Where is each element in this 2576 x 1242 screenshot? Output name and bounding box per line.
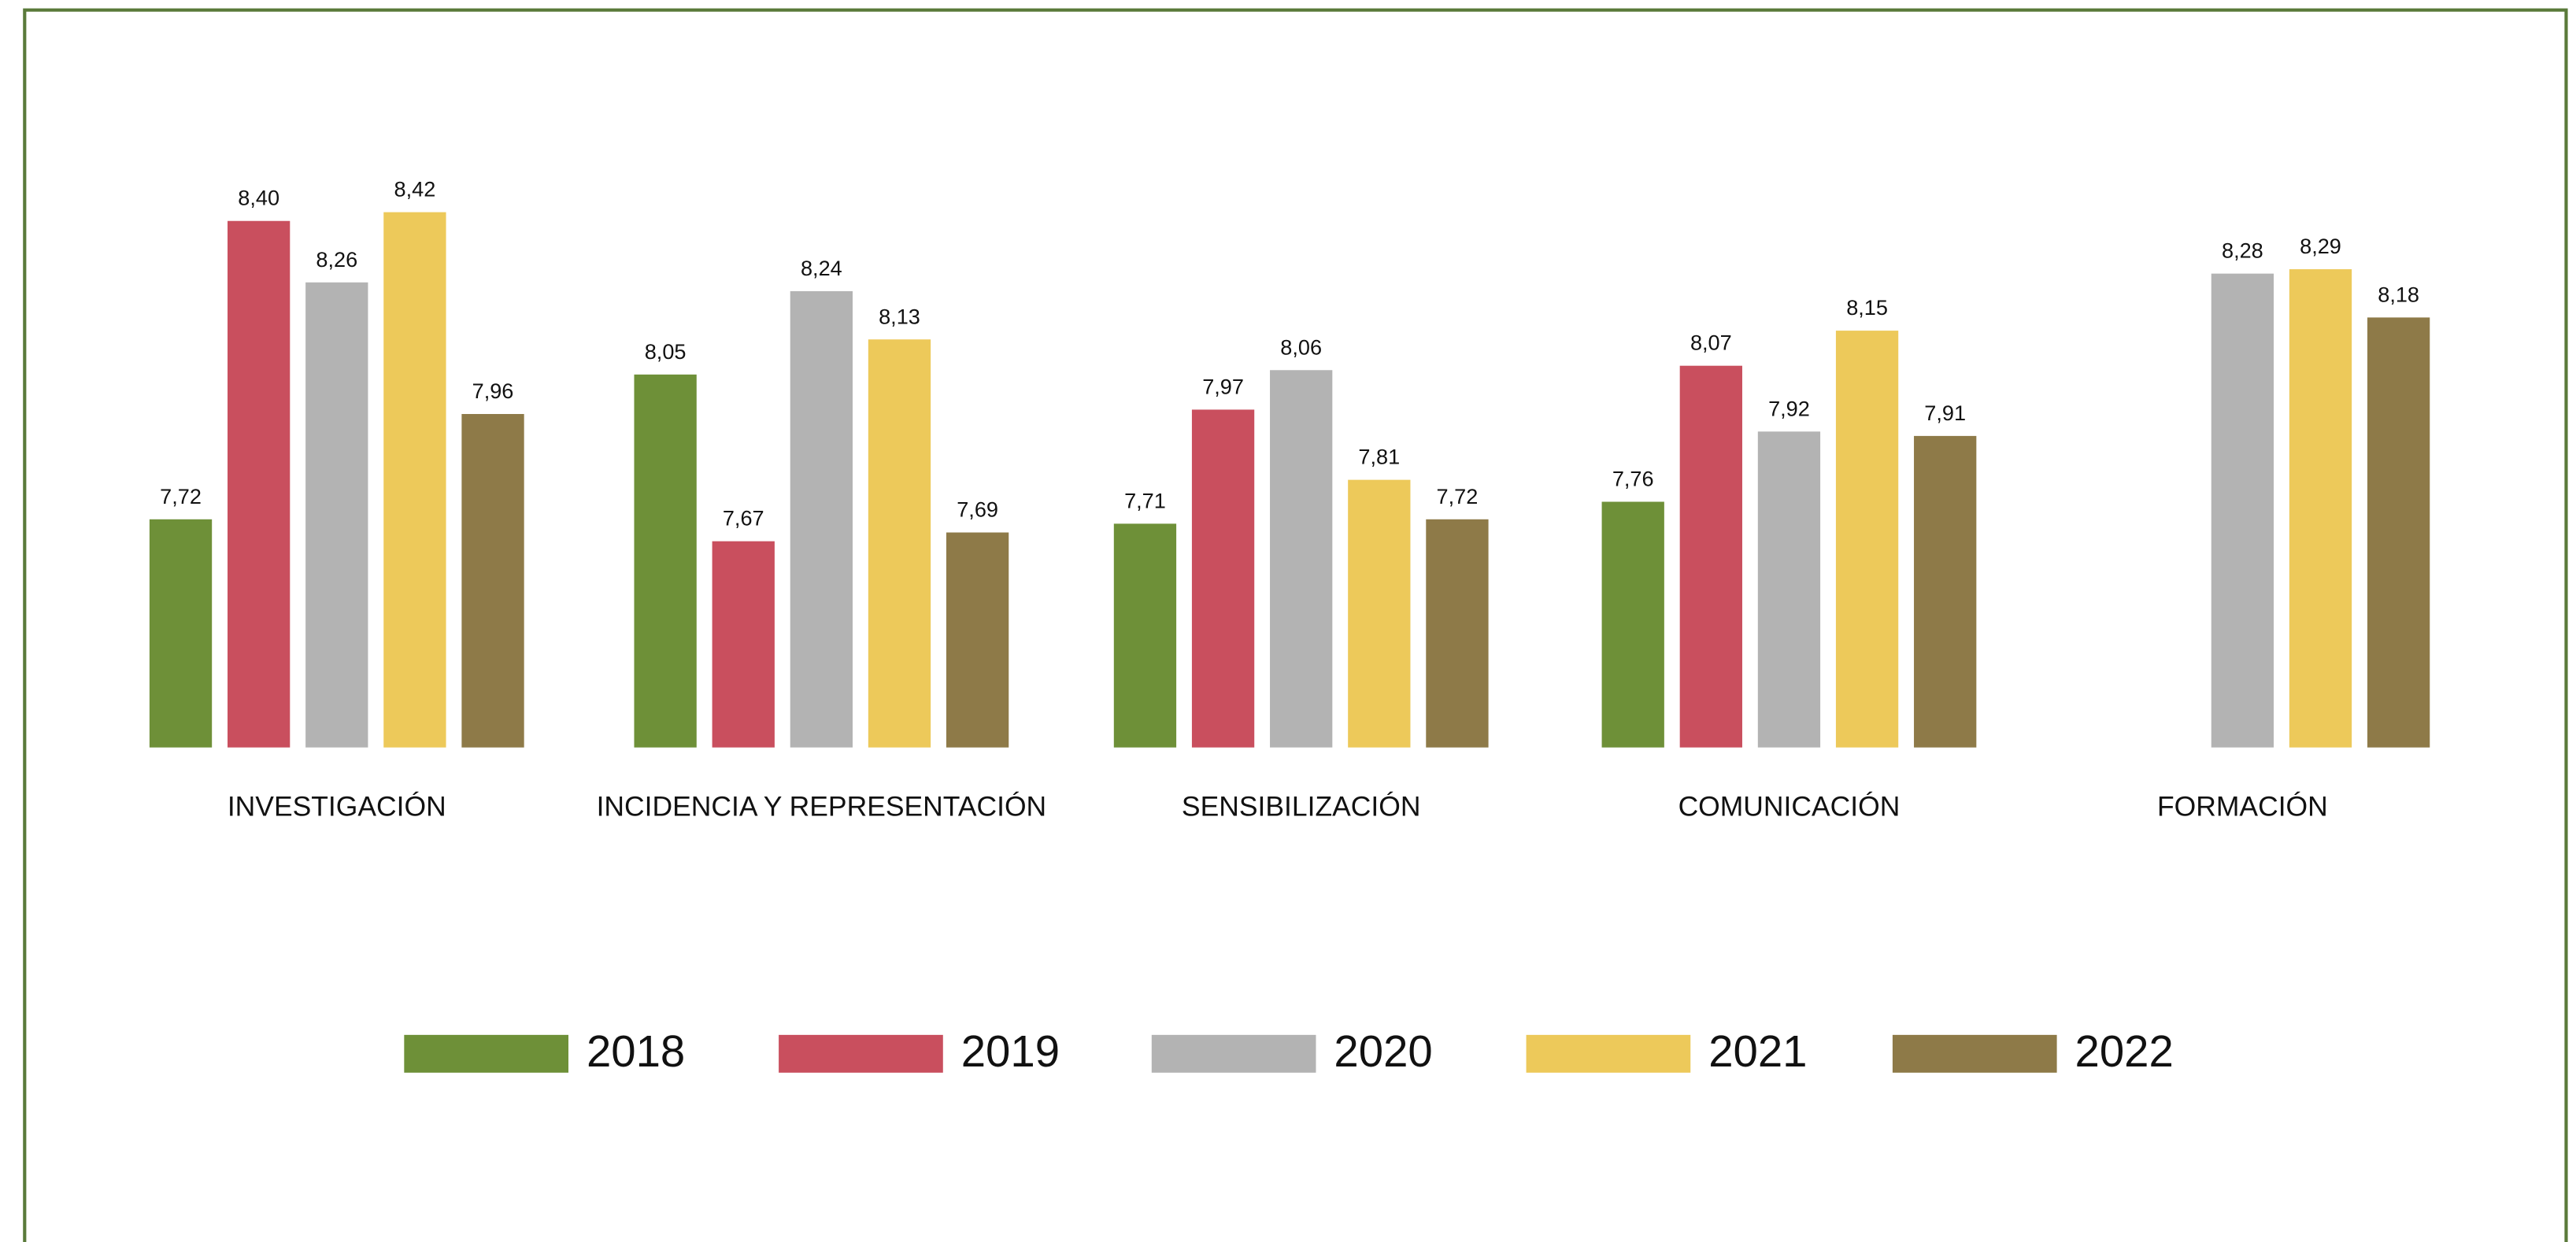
bar: [1757, 431, 1821, 748]
data-label: 7,72: [160, 484, 202, 508]
bar: [305, 282, 368, 748]
bar: [634, 374, 697, 748]
bar: [1191, 409, 1255, 748]
x-tick-label: FORMACIÓN: [2157, 790, 2328, 822]
data-label: 8,15: [1846, 295, 1888, 320]
data-label: 7,92: [1768, 396, 1810, 420]
data-label: 7,76: [1612, 467, 1654, 491]
bar: [1914, 435, 1977, 748]
x-tick-label: INCIDENCIA Y REPRESENTACIÓN: [597, 790, 1047, 822]
legend-swatch: [1892, 1034, 2057, 1073]
bar: [461, 414, 524, 748]
data-label: 8,26: [316, 247, 357, 272]
bar: [790, 290, 853, 748]
bar: [1113, 523, 1177, 748]
data-label: 7,81: [1358, 445, 1400, 469]
data-label: 7,72: [1437, 484, 1479, 508]
data-label: 8,13: [879, 304, 920, 328]
bar: [1348, 479, 1411, 748]
data-label: 8,06: [1280, 335, 1322, 359]
bar: [1679, 365, 1742, 748]
data-label: 7,69: [957, 497, 998, 522]
bar: [2367, 317, 2430, 748]
bar: [383, 212, 446, 748]
x-tick-label: SENSIBILIZACIÓN: [1182, 790, 1421, 822]
bar: [712, 541, 775, 748]
data-label: 8,42: [394, 177, 436, 201]
legend-label: 2022: [2075, 1026, 2174, 1076]
legend-swatch: [404, 1034, 569, 1073]
data-label: 8,07: [1690, 331, 1732, 355]
data-label: 8,05: [645, 339, 687, 364]
x-tick-label: INVESTIGACIÓN: [228, 790, 446, 822]
legend-label: 2020: [1334, 1026, 1432, 1076]
data-label: 8,40: [238, 186, 279, 210]
bar: [1601, 501, 1664, 748]
data-label: 7,67: [723, 506, 764, 530]
bar: [1835, 331, 1899, 748]
data-label: 8,18: [2378, 282, 2419, 306]
legend-label: 2018: [587, 1026, 685, 1076]
data-label: 7,96: [472, 379, 514, 403]
data-label: 8,24: [801, 256, 842, 280]
legend-swatch: [1526, 1034, 1691, 1073]
data-label: 7,97: [1202, 374, 1244, 398]
data-label: 7,71: [1124, 488, 1166, 512]
bar: [868, 339, 931, 748]
legend-swatch: [779, 1034, 943, 1073]
legend-swatch: [1151, 1034, 1316, 1073]
bar: [946, 532, 1009, 748]
x-tick-label: COMUNICACIÓN: [1678, 790, 1901, 822]
bar: [149, 519, 213, 748]
bar: [2289, 269, 2352, 748]
legend-label: 2019: [961, 1026, 1060, 1076]
bar: [2211, 273, 2274, 748]
data-label: 7,91: [1924, 401, 1966, 425]
legend-label: 2021: [1708, 1026, 1807, 1076]
data-label: 8,28: [2222, 238, 2263, 263]
data-label: 8,29: [2300, 234, 2341, 258]
frame: [23, 8, 2568, 1242]
bar: [228, 220, 291, 748]
bar: [1270, 370, 1333, 748]
bar: [1426, 519, 1489, 748]
